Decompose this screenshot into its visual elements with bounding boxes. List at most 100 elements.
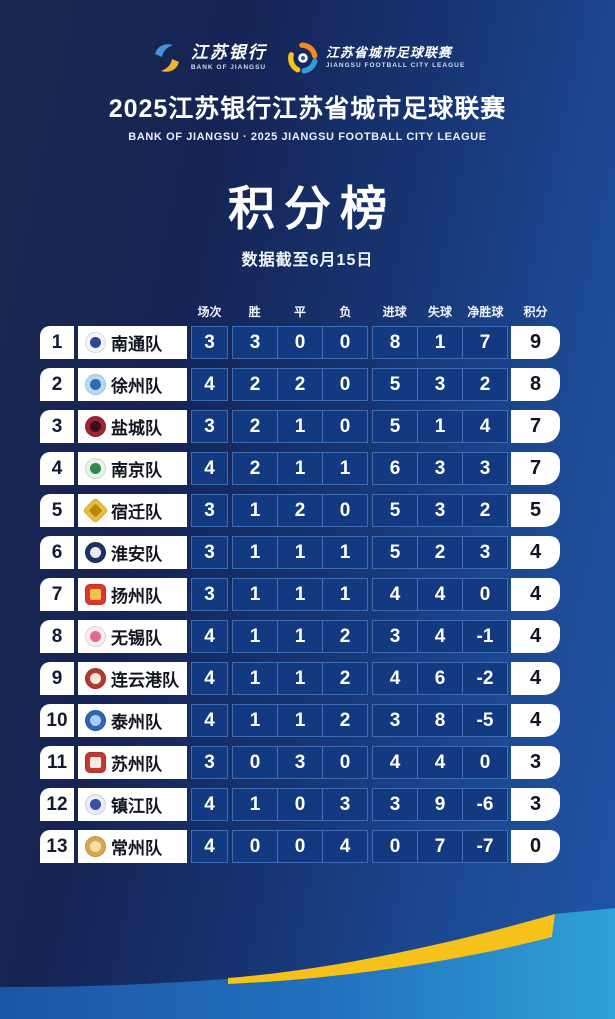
stat-goal-diff: -7 xyxy=(462,831,507,862)
bank-logo-en: BANK OF JIANGSU xyxy=(190,63,267,71)
stat-goals-against: 1 xyxy=(417,411,462,442)
stat-win-draw-loss: 1 2 0 xyxy=(232,494,368,527)
stat-win: 2 xyxy=(249,457,261,479)
standings-row: 10 泰州队 4 1 1 2 3 8 xyxy=(40,704,561,737)
stat-goals-for: 4 xyxy=(389,751,401,773)
league-emblem-icon xyxy=(287,42,318,74)
column-header-points: 积分 xyxy=(523,304,548,319)
stat-goal-diff: 0 xyxy=(462,579,507,610)
points-badge: 0 xyxy=(511,830,560,863)
stat-goals: 4 6 -2 xyxy=(372,662,508,695)
stat-played: 3 xyxy=(191,494,228,527)
bank-of-jiangsu-logo: 江苏银行 BANK OF JIANGSU xyxy=(150,41,267,75)
stat-win-draw-loss: 2 1 1 xyxy=(232,452,368,485)
bank-logo-cn: 江苏银行 xyxy=(190,42,267,63)
stat-goals-for: 6 xyxy=(389,457,401,479)
team-cell: 南京队 xyxy=(78,452,187,485)
column-header-loss: 负 xyxy=(339,304,352,319)
stat-loss: 2 xyxy=(322,621,367,652)
team-cell: 盐城队 xyxy=(78,410,187,443)
stat-draw: 1 xyxy=(277,705,322,736)
stat-goal-diff: 0 xyxy=(462,747,507,778)
rank-badge: 9 xyxy=(40,662,74,695)
team-cell: 宿迁队 xyxy=(78,494,187,527)
league-logo-cn: 江苏省城市足球联赛 xyxy=(325,45,452,61)
bottom-decoration xyxy=(0,899,615,1019)
team-name: 宿迁队 xyxy=(111,503,162,522)
stat-win-draw-loss: 2 2 0 xyxy=(232,368,368,401)
page-title: 2025江苏银行江苏省城市足球联赛 xyxy=(108,95,507,123)
team-cell: 淮安队 xyxy=(78,536,187,569)
stat-goal-diff: -5 xyxy=(462,705,507,736)
team-logo-icon xyxy=(85,626,106,647)
stat-goal-diff: -2 xyxy=(462,663,507,694)
team-logo-icon xyxy=(85,542,106,563)
rank-badge: 13 xyxy=(40,830,74,863)
stat-played: 4 xyxy=(191,830,228,863)
stat-goals-for: 8 xyxy=(389,331,401,353)
points-badge: 4 xyxy=(511,620,560,653)
stat-win: 1 xyxy=(249,583,261,605)
stat-win: 0 xyxy=(249,751,261,773)
stat-draw: 3 xyxy=(277,747,322,778)
stat-goals-against: 3 xyxy=(417,453,462,484)
team-name: 南京队 xyxy=(111,461,162,480)
rank-badge: 2 xyxy=(40,368,74,401)
stat-goals-for: 4 xyxy=(389,583,401,605)
stat-goals: 5 2 3 xyxy=(372,536,508,569)
team-logo-icon xyxy=(85,752,106,773)
team-cell: 南通队 xyxy=(78,326,187,359)
stat-played: 4 xyxy=(191,788,228,821)
stat-goals: 3 4 -1 xyxy=(372,620,508,653)
league-logo: 江苏省城市足球联赛 JIANGSU FOOTBALL CITY LEAGUE xyxy=(287,42,465,74)
team-name: 苏州队 xyxy=(111,755,162,774)
header-logos: 江苏银行 BANK OF JIANGSU 江苏省城市足球联赛 JIANGSU F… xyxy=(0,36,615,80)
stat-goals-against: 3 xyxy=(417,495,462,526)
stat-goal-diff: 3 xyxy=(462,453,507,484)
team-logo-icon xyxy=(85,416,106,437)
stat-win-draw-loss: 1 1 1 xyxy=(232,578,368,611)
standings-row: 6 淮安队 3 1 1 1 5 2 xyxy=(40,536,561,569)
stat-played: 4 xyxy=(191,704,228,737)
stat-loss: 0 xyxy=(322,747,367,778)
team-logo-icon xyxy=(85,584,106,605)
standings-row: 13 常州队 4 0 0 4 0 7 xyxy=(40,830,561,863)
stat-draw: 0 xyxy=(277,789,322,820)
stat-win: 1 xyxy=(249,541,261,563)
stat-win: 2 xyxy=(249,415,261,437)
standings-row: 9 连云港队 4 1 1 2 4 6 xyxy=(40,662,561,695)
stat-goals-for: 5 xyxy=(389,541,401,563)
stat-win: 1 xyxy=(249,709,261,731)
stat-goals-against: 8 xyxy=(417,705,462,736)
stat-goals-for: 0 xyxy=(389,835,401,857)
stat-win-draw-loss: 1 1 1 xyxy=(232,536,368,569)
stat-loss: 4 xyxy=(322,831,367,862)
rank-badge: 4 xyxy=(40,452,74,485)
stat-draw: 0 xyxy=(277,831,322,862)
team-cell: 苏州队 xyxy=(78,746,187,779)
stat-draw: 1 xyxy=(277,537,322,568)
rank-badge: 7 xyxy=(40,578,74,611)
points-badge: 7 xyxy=(511,410,560,443)
stat-goals: 6 3 3 xyxy=(372,452,508,485)
points-badge: 3 xyxy=(511,788,560,821)
stat-win-draw-loss: 1 0 3 xyxy=(232,788,368,821)
column-header-win: 胜 xyxy=(248,304,261,319)
stat-loss: 0 xyxy=(322,411,367,442)
rank-badge: 10 xyxy=(40,704,74,737)
column-header-goals-against: 失球 xyxy=(427,304,452,319)
points-badge: 4 xyxy=(511,662,560,695)
stat-win-draw-loss: 1 1 2 xyxy=(232,662,368,695)
standings-row: 8 无锡队 4 1 1 2 3 4 xyxy=(40,620,561,653)
rank-badge: 12 xyxy=(40,788,74,821)
standings-table: 场次 胜 平 负 进球 失球 净胜球 积分 1 南通队 xyxy=(40,303,561,863)
stat-win: 2 xyxy=(249,373,261,395)
stat-played: 3 xyxy=(191,578,228,611)
stat-win: 1 xyxy=(249,499,261,521)
stat-played: 3 xyxy=(191,326,228,359)
stat-played: 4 xyxy=(191,662,228,695)
stat-goals: 4 4 0 xyxy=(372,578,508,611)
standings-row: 2 徐州队 4 2 2 0 5 3 xyxy=(40,368,561,401)
standings-row: 12 镇江队 4 1 0 3 3 9 xyxy=(40,788,561,821)
stat-goals-against: 1 xyxy=(417,327,462,358)
